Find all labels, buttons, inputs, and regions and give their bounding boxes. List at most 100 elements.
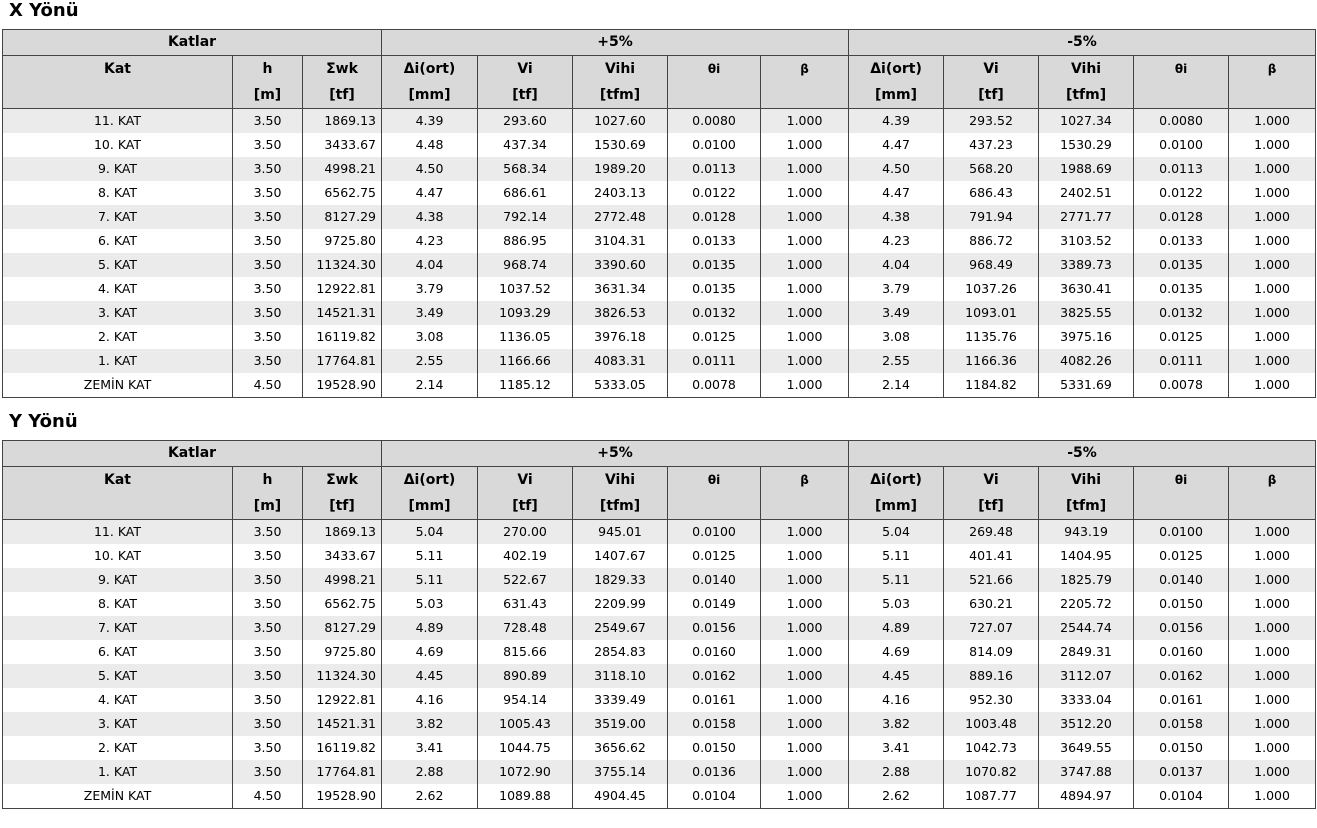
- cell-delta-ort: 4.47: [848, 181, 945, 205]
- column-header-theta: θi: [1133, 55, 1230, 109]
- column-unit: [tf]: [329, 498, 355, 514]
- column-header-beta: β: [760, 55, 850, 109]
- cell-h: 3.50: [232, 277, 303, 301]
- cell-h: 3.50: [232, 519, 303, 544]
- cell-sum-wk: 11324.30: [301, 253, 383, 277]
- cell-vi: 791.94: [943, 205, 1040, 229]
- table-row: 9. KAT 3.50 4998.21 4.50 568.34 1989.20 0.0113…: [2, 157, 1317, 181]
- table-row: 10. KAT 3.50 3433.67 5.11 402.19 1407.67 0.012…: [2, 544, 1317, 568]
- cell-vihi: 3649.55: [1038, 736, 1135, 760]
- column-label: θi: [707, 62, 721, 76]
- cell-beta: 1.000: [760, 181, 850, 205]
- cell-h: 4.50: [232, 373, 303, 398]
- column-label: Kat: [104, 472, 131, 488]
- column-unit: [tf]: [978, 498, 1004, 514]
- cell-vi: 568.20: [943, 157, 1040, 181]
- cell-vi: 631.43: [477, 592, 574, 616]
- cell-vihi: 3390.60: [572, 253, 669, 277]
- cell-vihi: 3656.62: [572, 736, 669, 760]
- column-header-vihi: Vihi [tfm]: [572, 466, 669, 520]
- cell-beta: 1.000: [1228, 592, 1317, 616]
- cell-vihi: 1825.79: [1038, 568, 1135, 592]
- group-katlar-header: Katlar: [1, 29, 383, 56]
- cell-beta: 1.000: [1228, 181, 1317, 205]
- cell-vihi: 3103.52: [1038, 229, 1135, 253]
- cell-theta: 0.0135: [667, 253, 762, 277]
- cell-h: 4.50: [232, 784, 303, 809]
- cell-h: 3.50: [232, 592, 303, 616]
- cell-delta-ort: 3.41: [848, 736, 945, 760]
- cell-delta-ort: 3.82: [381, 712, 479, 736]
- cell-vi: 886.72: [943, 229, 1040, 253]
- cell-kat: 7. KAT: [2, 616, 233, 640]
- cell-theta: 0.0150: [667, 736, 762, 760]
- cell-vihi: 5331.69: [1038, 373, 1135, 398]
- cell-vi: 1005.43: [477, 712, 574, 736]
- y-direction-table: Katlar +5% -5% Kat h [m] Σwk [tf] Δi(ort) [mm] Vi […: [1, 440, 1317, 809]
- cell-beta: 1.000: [1228, 277, 1317, 301]
- group-minus-5-header: -5%: [848, 29, 1317, 56]
- cell-vihi: 2544.74: [1038, 616, 1135, 640]
- cell-beta: 1.000: [760, 373, 850, 398]
- cell-vihi: 3976.18: [572, 325, 669, 349]
- cell-vi: 401.41: [943, 544, 1040, 568]
- cell-h: 3.50: [232, 664, 303, 688]
- cell-vi: 1166.66: [477, 349, 574, 373]
- column-label: Vi: [517, 61, 533, 77]
- cell-kat: 4. KAT: [2, 688, 233, 712]
- cell-theta: 0.0156: [667, 616, 762, 640]
- table-row: 8. KAT 3.50 6562.75 4.47 686.61 2403.13 0.0122…: [2, 181, 1317, 205]
- cell-vihi: 4894.97: [1038, 784, 1135, 809]
- cell-beta: 1.000: [760, 688, 850, 712]
- cell-vi: 1044.75: [477, 736, 574, 760]
- cell-sum-wk: 1869.13: [301, 108, 383, 133]
- cell-delta-ort: 2.88: [848, 760, 945, 784]
- column-header-beta: β: [760, 466, 850, 520]
- cell-vihi: 4082.26: [1038, 349, 1135, 373]
- cell-h: 3.50: [232, 108, 303, 133]
- cell-vi: 954.14: [477, 688, 574, 712]
- cell-beta: 1.000: [760, 640, 850, 664]
- cell-vihi: 1027.34: [1038, 108, 1135, 133]
- column-header-vihi: Vihi [tfm]: [1038, 55, 1135, 109]
- cell-vi: 1037.26: [943, 277, 1040, 301]
- cell-delta-ort: 5.11: [381, 568, 479, 592]
- cell-beta: 1.000: [1228, 664, 1317, 688]
- column-unit: [tfm]: [1065, 498, 1107, 514]
- cell-h: 3.50: [232, 181, 303, 205]
- cell-delta-ort: 4.39: [381, 108, 479, 133]
- cell-sum-wk: 9725.80: [301, 229, 383, 253]
- cell-kat: 6. KAT: [2, 229, 233, 253]
- cell-vi: 293.52: [943, 108, 1040, 133]
- cell-kat: 11. KAT: [2, 108, 233, 133]
- cell-theta: 0.0125: [1133, 325, 1230, 349]
- table-row: 10. KAT 3.50 3433.67 4.48 437.34 1530.69 0.010…: [2, 133, 1317, 157]
- cell-vihi: 1404.95: [1038, 544, 1135, 568]
- cell-h: 3.50: [232, 736, 303, 760]
- cell-sum-wk: 14521.31: [301, 301, 383, 325]
- cell-theta: 0.0149: [667, 592, 762, 616]
- cell-vihi: 1407.67: [572, 544, 669, 568]
- cell-kat: 1. KAT: [2, 349, 233, 373]
- cell-beta: 1.000: [1228, 373, 1317, 398]
- cell-delta-ort: 3.79: [848, 277, 945, 301]
- column-label: Vihi: [1070, 472, 1102, 488]
- cell-kat: 2. KAT: [2, 325, 233, 349]
- cell-theta: 0.0132: [667, 301, 762, 325]
- cell-beta: 1.000: [760, 616, 850, 640]
- table-row: 2. KAT 3.50 16119.82 3.41 1044.75 3656.62 0.01…: [2, 736, 1317, 760]
- column-unit: [tf]: [329, 87, 355, 103]
- cell-vihi: 4083.31: [572, 349, 669, 373]
- group-minus-5-header: -5%: [848, 440, 1317, 467]
- column-header-vihi: Vihi [tfm]: [1038, 466, 1135, 520]
- column-unit: [mm]: [408, 87, 451, 103]
- cell-delta-ort: 3.08: [848, 325, 945, 349]
- column-header-delta-ort: Δi(ort) [mm]: [848, 466, 945, 520]
- cell-vi: 727.07: [943, 616, 1040, 640]
- cell-kat: 9. KAT: [2, 568, 233, 592]
- cell-sum-wk: 3433.67: [301, 133, 383, 157]
- cell-theta: 0.0104: [1133, 784, 1230, 809]
- column-label: θi: [707, 473, 721, 487]
- cell-theta: 0.0111: [667, 349, 762, 373]
- cell-vihi: 1988.69: [1038, 157, 1135, 181]
